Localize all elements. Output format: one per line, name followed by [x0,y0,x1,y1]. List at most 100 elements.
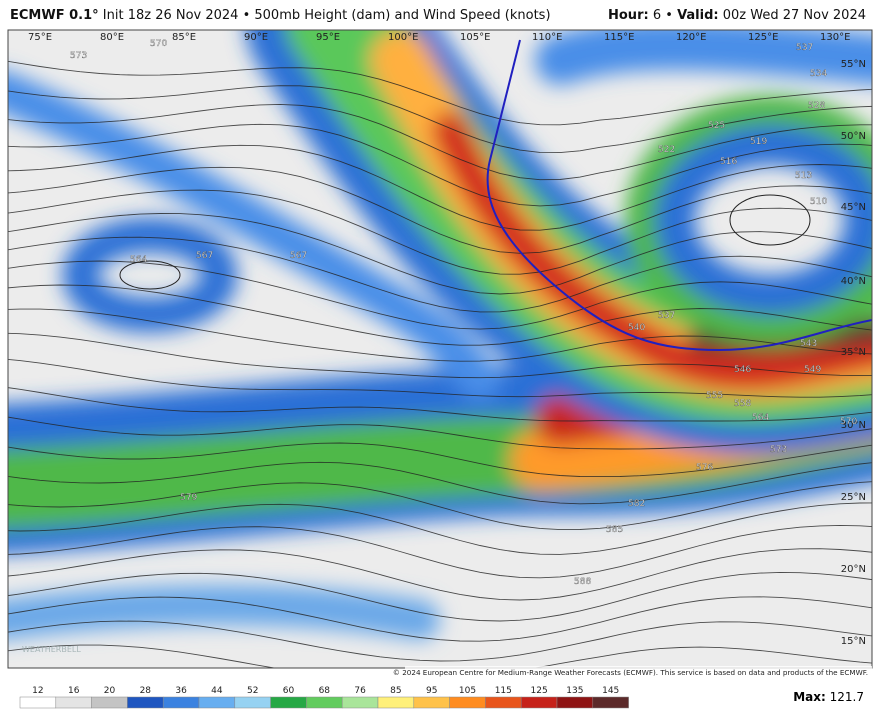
height-contour [8,524,872,579]
latitude-label: 40°N [841,276,866,287]
colorbar-swatch [91,696,128,709]
height-contour [8,571,872,622]
height-contour [8,103,872,181]
copyright-bg [405,666,872,677]
colorbar-tick-label: 60 [283,686,295,696]
height-contour [8,644,872,668]
contour-label: 573 [70,51,87,61]
colorbar-swatch [127,696,164,709]
longitude-label: 95°E [316,32,340,43]
colorbar-swatch [341,696,379,709]
height-contour [8,236,872,313]
colorbar-tick-label: 44 [211,686,223,696]
height-contour [8,461,872,505]
colorbar-swatch [556,696,594,709]
latitude-label: 20°N [841,564,866,575]
copyright: © 2024 European Centre for Medium-Range … [393,668,868,677]
contour-label: 513 [795,171,812,181]
separator: • [665,8,673,23]
colorbar-swatch [270,696,307,709]
colorbar-swatch [19,696,57,709]
colorbar-swatch [449,696,486,709]
valid-value: 00z Wed 27 Nov 2024 [722,8,866,23]
height-contour [8,213,872,295]
latitude-label: 15°N [841,636,866,647]
height-contour [8,387,872,422]
colorbar-tick-label: 68 [319,686,331,696]
subtitle: Init 18z 26 Nov 2024 • 500mb Height (dam… [102,8,551,23]
height-contour [8,442,872,478]
model: ECMWF 0.1° [10,8,99,23]
height-contour [8,189,872,275]
colorbar-tick-label: 115 [495,686,512,696]
colorbar-tick-label: 76 [354,686,366,696]
height-contour [8,502,872,555]
contour-label: 516 [720,157,737,167]
height-contour [8,166,872,254]
colorbar-tick-label: 145 [602,686,619,696]
height-contour [8,596,872,642]
colorbar-tick-label: 125 [531,686,548,696]
contour-label: 510 [810,197,827,207]
colorbar-swatch [234,696,271,709]
contour-label: 558 [734,399,751,409]
hour-value: 6 [652,8,662,23]
contour-label: 540 [628,323,645,333]
contour-label: 537 [796,43,813,53]
longitude-label: 120°E [676,32,706,43]
contour-label: 582 [628,499,645,509]
contour-label: 570 [840,417,857,427]
height-contour [8,548,872,601]
colorbar-swatch [592,696,629,709]
colorbar-swatch [413,696,450,709]
contour-label: 522 [658,145,675,155]
contour-label: 579 [180,493,197,503]
contour-label: 564 [130,255,147,265]
latitude-label: 35°N [841,347,866,358]
colorbar-tick-label: 95 [426,686,437,696]
longitude-label: 100°E [388,32,418,43]
colorbar-tick-label: 36 [175,686,187,696]
header-right: Hour: 6 • Valid: 00z Wed 27 Nov 2024 [608,8,866,23]
contour-label: 519 [750,137,767,147]
contour-label: 576 [696,463,713,473]
longitude-label: 90°E [244,32,268,43]
colorbar-tick-label: 135 [566,686,583,696]
colorbar-tick-label: 16 [68,686,80,696]
max-value: 121.7 [829,690,864,704]
colorbar-swatch [306,696,343,709]
hour-label: Hour: [608,8,649,23]
contour-label: 555 [706,391,723,401]
contour-label: 585 [606,525,623,535]
height-contour [8,284,872,346]
contour-label: 570 [150,39,167,49]
latitude-label: 50°N [841,131,866,142]
header-left: ECMWF 0.1° Init 18z 26 Nov 2024 • 500mb … [10,8,551,23]
latitude-label: 55°N [841,59,866,70]
longitude-label: 130°E [820,32,850,43]
contour-label: 588 [574,577,591,587]
colorbar-swatch [377,696,415,709]
contour-label: 573 [770,445,787,455]
valid-label: Valid: [677,8,719,23]
map-field [8,30,872,668]
colorbar-swatch [162,696,200,709]
colorbar-swatch [520,696,558,709]
height-contour [8,620,872,662]
colorbar-tick-label: 28 [140,686,152,696]
colorbar-swatch [55,696,92,709]
longitude-label: 80°E [100,32,124,43]
longitude-label: 110°E [532,32,562,43]
height-contour [8,85,872,154]
contour-label: 549 [804,365,821,375]
colorbar-swatch [485,696,522,709]
colorbar-tick-label: 85 [390,686,401,696]
height-contour [8,144,872,231]
max-label: Max: [793,690,826,704]
longitude-label: 75°E [28,32,52,43]
colorbar-swatch [198,696,236,709]
longitude-label: 85°E [172,32,196,43]
height-contour [8,416,872,450]
